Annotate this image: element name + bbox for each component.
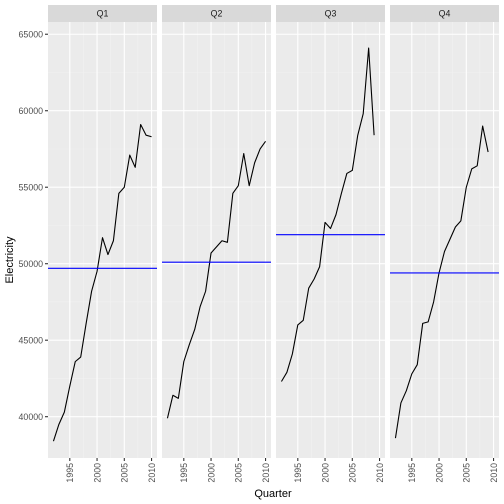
y-tick-label: 55000 bbox=[19, 182, 44, 192]
facet-panels: Q1 1995 2000 2005 2010 Q2 1995 2000 2005 2010 Q3 19… bbox=[48, 5, 499, 483]
panel-background bbox=[390, 22, 499, 458]
facet-strip-label: Q4 bbox=[439, 9, 451, 19]
x-tick-label: 2010 bbox=[489, 463, 499, 483]
facet-panel-q1: Q1 1995 2000 2005 2010 bbox=[48, 5, 157, 483]
facet-strip bbox=[162, 5, 271, 22]
x-tick-label: 2005 bbox=[234, 463, 244, 483]
facet-strip bbox=[48, 5, 157, 22]
y-tick-label: 40000 bbox=[19, 412, 44, 422]
x-axis-title: Quarter bbox=[254, 488, 292, 500]
facet-strip-label: Q1 bbox=[97, 9, 109, 19]
y-tick-label: 45000 bbox=[19, 335, 44, 345]
x-tick-label: 2000 bbox=[92, 463, 102, 483]
panel-background bbox=[162, 22, 271, 458]
facet-strip bbox=[276, 5, 385, 22]
x-tick-label: 2005 bbox=[462, 463, 472, 483]
x-tick-label: 2005 bbox=[120, 463, 130, 483]
facet-strip bbox=[390, 5, 499, 22]
facet-strip-label: Q3 bbox=[325, 9, 337, 19]
facet-strip-label: Q2 bbox=[211, 9, 223, 19]
x-tick-label: 1995 bbox=[293, 463, 303, 483]
series-line-q1 bbox=[52, 123, 152, 442]
facet-panel-q2: Q2 1995 2000 2005 2010 bbox=[162, 5, 271, 483]
x-tick-label: 2005 bbox=[348, 463, 358, 483]
series-line-q2 bbox=[166, 141, 266, 419]
x-tick-label: 2000 bbox=[434, 463, 444, 483]
x-tick-label: 2010 bbox=[261, 463, 271, 483]
x-tick-label: 2010 bbox=[375, 463, 385, 483]
x-tick-label: 1995 bbox=[407, 463, 417, 483]
y-tick-label: 65000 bbox=[19, 29, 44, 39]
y-tick-label: 60000 bbox=[19, 106, 44, 116]
facet-panel-q4: Q4 1995 2000 2005 2010 bbox=[390, 5, 499, 483]
x-tick-label: 2000 bbox=[320, 463, 330, 483]
facet-panel-q3: Q3 1995 2000 2005 2010 bbox=[276, 5, 385, 483]
y-tick-label: 50000 bbox=[19, 259, 44, 269]
x-tick-label: 2010 bbox=[147, 463, 157, 483]
x-tick-label: 1995 bbox=[179, 463, 189, 483]
y-axis: 40000 45000 50000 55000 60000 65000 bbox=[19, 29, 48, 422]
series-line-q4 bbox=[394, 125, 489, 439]
y-axis-title: Electricity bbox=[4, 236, 16, 284]
series-line-q3 bbox=[280, 47, 375, 382]
panel-background bbox=[276, 22, 385, 458]
x-tick-label: 1995 bbox=[65, 463, 75, 483]
x-tick-label: 2000 bbox=[206, 463, 216, 483]
